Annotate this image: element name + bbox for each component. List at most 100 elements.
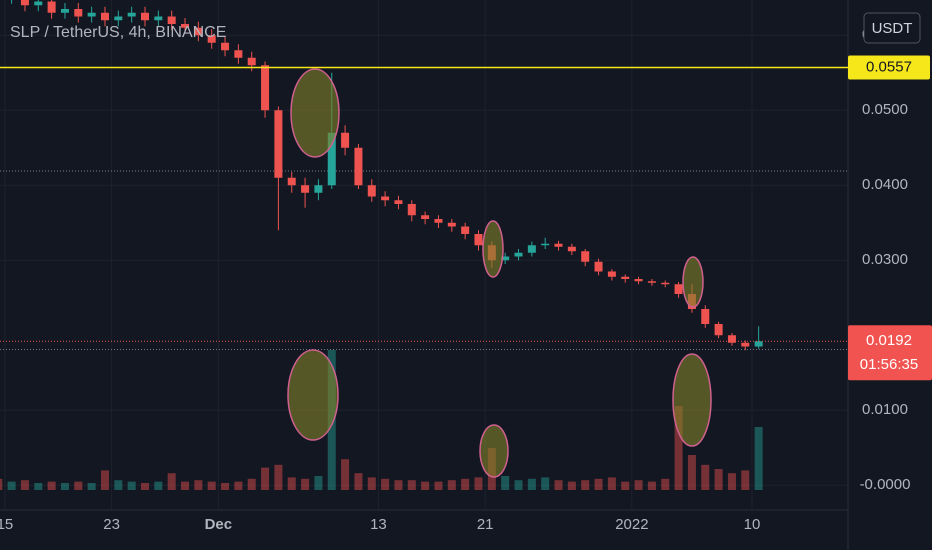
currency[interactable]: USDT: [872, 20, 913, 37]
candle-body: [74, 9, 83, 17]
candle-body: [127, 12, 136, 17]
candle-body: [301, 185, 310, 193]
volume-bar: [727, 473, 736, 490]
volume-bar: [100, 470, 109, 490]
volume-bar: [287, 477, 296, 490]
candle-body: [327, 132, 336, 186]
candle-body: [100, 12, 109, 21]
candle-body: [474, 234, 483, 246]
volume-bar: [661, 478, 670, 490]
volume-bar: [634, 480, 643, 490]
candle-body: [647, 281, 656, 283]
x-tick-label: 10: [744, 516, 761, 533]
y-tick-label: 0.0100: [862, 401, 908, 418]
last-price-box: [848, 325, 932, 381]
volume-bar: [167, 473, 176, 490]
candle-body: [287, 177, 296, 186]
candle-body: [674, 284, 683, 294]
volume-bar: [74, 481, 83, 490]
volume-bar: [741, 470, 750, 490]
candle-body: [154, 16, 163, 21]
x-tick-label: 2022: [615, 516, 648, 533]
volume-bar: [301, 478, 310, 490]
volume-bar: [234, 481, 243, 490]
volume-bar: [87, 483, 96, 490]
volume-bar: [140, 483, 150, 490]
volume-bar: [381, 478, 390, 490]
level-label-box: [848, 55, 930, 80]
candle-body: [181, 24, 190, 28]
volume-bar: [341, 459, 350, 490]
volume-bar: [181, 481, 190, 490]
highlight: [479, 424, 509, 478]
x-tick-label: 13: [370, 516, 387, 533]
level-label: 0.0557: [866, 58, 912, 75]
volume-bar: [527, 478, 536, 490]
candle-body: [341, 132, 350, 148]
volume-bar: [647, 481, 656, 490]
volume-bar: [274, 464, 283, 490]
volume-bar: [114, 480, 123, 490]
volume-bar: [194, 480, 203, 490]
candle-body: [167, 16, 176, 24]
volume-bar: [567, 481, 576, 490]
candle-body: [701, 309, 710, 324]
candle-body: [114, 16, 123, 21]
volume-bar: [594, 478, 603, 490]
candle-body: [407, 204, 416, 216]
volume-bar: [754, 427, 763, 490]
volume-bar: [154, 481, 163, 490]
volume-bar: [421, 481, 430, 490]
candle-body: [541, 243, 550, 246]
volume-bar: [501, 476, 510, 490]
candle-body: [234, 50, 243, 58]
candle-body: [261, 65, 270, 111]
candle-body: [314, 185, 323, 193]
highlight: [682, 256, 704, 308]
candle-body: [140, 12, 150, 21]
candle-body: [661, 282, 670, 285]
volume-bar: [607, 477, 616, 490]
candle-body: [434, 219, 443, 223]
volume-bar: [207, 481, 216, 490]
candle-body: [727, 335, 736, 343]
volume-bar: [367, 477, 376, 490]
candle-body: [621, 276, 630, 279]
highlight: [287, 349, 339, 441]
volume-bar: [221, 483, 230, 490]
chart-title: SLP / TetherUS, 4h, BINANCE: [10, 24, 226, 41]
candle-body: [60, 9, 69, 13]
y-tick-label: -0.0000: [860, 476, 911, 493]
volume-bar: [7, 481, 16, 490]
volume-bar: [20, 480, 29, 490]
volume-bar: [314, 476, 323, 490]
x-tick-label: 23: [103, 516, 120, 533]
candle-body: [594, 261, 603, 272]
currency-box[interactable]: [863, 12, 921, 44]
candle-body: [20, 0, 29, 6]
highlight: [672, 353, 712, 447]
x-tick-label: 21: [477, 516, 494, 533]
volume-bar: [447, 480, 456, 490]
candle-body: [567, 246, 576, 252]
candle-body: [501, 256, 510, 261]
candle-body: [461, 226, 470, 234]
volume-bar: [474, 477, 483, 490]
candle-body: [514, 252, 523, 257]
candle-body: [247, 57, 256, 66]
volume-bar: [34, 483, 43, 490]
x-tick-label: Dec: [205, 516, 233, 533]
y-tick-label: 0.0500: [862, 101, 908, 118]
highlight: [482, 220, 504, 278]
volume-bar: [60, 483, 69, 490]
candle-body: [221, 42, 230, 51]
candle-body: [47, 1, 56, 13]
volume-bar: [261, 467, 270, 490]
countdown: 01:56:35: [860, 356, 918, 373]
candle-body: [714, 324, 723, 336]
candle-body: [554, 243, 563, 247]
candle-body: [274, 110, 283, 178]
volume-bar: [0, 478, 3, 490]
